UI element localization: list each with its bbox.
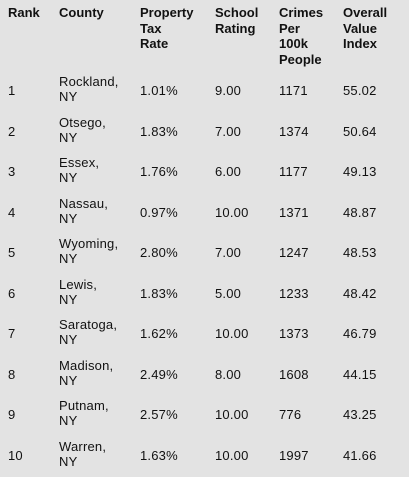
county-cell: Warren, NY — [59, 438, 107, 469]
crimes-cell: 1997 — [279, 447, 309, 463]
property-tax-cell: 2.80% — [140, 245, 178, 260]
value-index-cell: 43.25 — [343, 407, 377, 422]
rank-cell: 4 — [8, 204, 16, 220]
value-index-cell: 48.53 — [343, 245, 377, 260]
school-rating-cell: 7.00 — [215, 123, 242, 139]
crimes-cell: 1233 — [279, 285, 309, 301]
header-crimes-per-100k: Crimes Per 100k People — [279, 5, 324, 67]
value-index-cell: 48.42 — [343, 285, 377, 301]
county-cell: Essex, NY — [59, 155, 100, 185]
value-index-cell: 49.13 — [343, 164, 377, 179]
county-cell: Saratoga, NY — [59, 317, 118, 347]
county-cell: Wyoming, NY — [59, 236, 119, 266]
table-row: 6 Lewis, NY 1.83% 5.00 1233 48.42 — [0, 274, 409, 314]
county-cell: Otsego, NY — [59, 114, 106, 145]
crimes-cell: 1371 — [279, 204, 309, 220]
rank-cell: 5 — [8, 245, 16, 260]
property-tax-cell: 2.57% — [140, 407, 178, 422]
crimes-cell: 776 — [279, 407, 302, 422]
header-rank: Rank — [8, 5, 40, 20]
rank-cell: 7 — [8, 326, 16, 341]
header-school-rating: School Rating — [215, 5, 259, 36]
table-row: 10 Warren, NY 1.63% 10.00 1997 41.66 — [0, 436, 409, 476]
value-index-cell: 44.15 — [343, 366, 377, 382]
county-cell: Lewis, NY — [59, 276, 98, 307]
rank-cell: 10 — [8, 447, 23, 463]
table-row: 2 Otsego, NY 1.83% 7.00 1374 50.64 — [0, 112, 409, 152]
property-tax-cell: 0.97% — [140, 204, 178, 220]
rank-cell: 6 — [8, 285, 16, 301]
table-row: 3 Essex, NY 1.76% 6.00 1177 49.13 — [0, 152, 409, 192]
school-rating-cell: 10.00 — [215, 407, 249, 422]
school-rating-cell: 10.00 — [215, 447, 249, 463]
school-rating-cell: 5.00 — [215, 285, 242, 301]
value-index-cell: 46.79 — [343, 326, 377, 341]
header-property-tax-rate: Property Tax Rate — [140, 5, 194, 51]
rank-cell: 8 — [8, 366, 16, 382]
school-rating-cell: 10.00 — [215, 204, 249, 220]
school-rating-cell: 6.00 — [215, 164, 242, 179]
crimes-cell: 1247 — [279, 245, 309, 260]
header-overall-value-index: Overall Value Index — [343, 5, 388, 51]
property-tax-cell: 1.01% — [140, 83, 178, 98]
rank-cell: 1 — [8, 83, 16, 98]
table-row: 5 Wyoming, NY 2.80% 7.00 1247 48.53 — [0, 233, 409, 273]
county-cell: Madison, NY — [59, 357, 114, 388]
value-index-cell: 41.66 — [343, 447, 377, 463]
table-row: 7 Saratoga, NY 1.62% 10.00 1373 46.79 — [0, 314, 409, 354]
table-row: 1 Rockland, NY 1.01% 9.00 1171 55.02 — [0, 71, 409, 111]
property-tax-cell: 1.63% — [140, 447, 178, 463]
property-tax-cell: 2.49% — [140, 366, 178, 382]
property-tax-cell: 1.76% — [140, 164, 178, 179]
value-index-cell: 50.64 — [343, 123, 377, 139]
table-row: 4 Nassau, NY 0.97% 10.00 1371 48.87 — [0, 193, 409, 233]
county-cell: Nassau, NY — [59, 195, 109, 226]
property-tax-cell: 1.83% — [140, 285, 178, 301]
rank-cell: 3 — [8, 164, 16, 179]
value-index-cell: 55.02 — [343, 83, 377, 98]
crimes-cell: 1608 — [279, 366, 309, 382]
school-rating-cell: 8.00 — [215, 366, 242, 382]
crimes-cell: 1171 — [279, 83, 308, 98]
county-cell: Putnam, NY — [59, 398, 109, 428]
header-county: County — [59, 5, 104, 20]
rank-cell: 2 — [8, 123, 16, 139]
crimes-cell: 1373 — [279, 326, 309, 341]
crimes-cell: 1374 — [279, 123, 309, 139]
rank-cell: 9 — [8, 407, 16, 422]
crimes-cell: 1177 — [279, 164, 308, 179]
table-row: 8 Madison, NY 2.49% 8.00 1608 44.15 — [0, 355, 409, 395]
school-rating-cell: 9.00 — [215, 83, 242, 98]
county-cell: Rockland, NY — [59, 74, 119, 104]
school-rating-cell: 7.00 — [215, 245, 242, 260]
school-rating-cell: 10.00 — [215, 326, 249, 341]
property-tax-cell: 1.62% — [140, 326, 178, 341]
value-index-cell: 48.87 — [343, 204, 377, 220]
property-tax-cell: 1.83% — [140, 123, 178, 139]
table-row: 9 Putnam, NY 2.57% 10.00 776 43.25 — [0, 395, 409, 435]
